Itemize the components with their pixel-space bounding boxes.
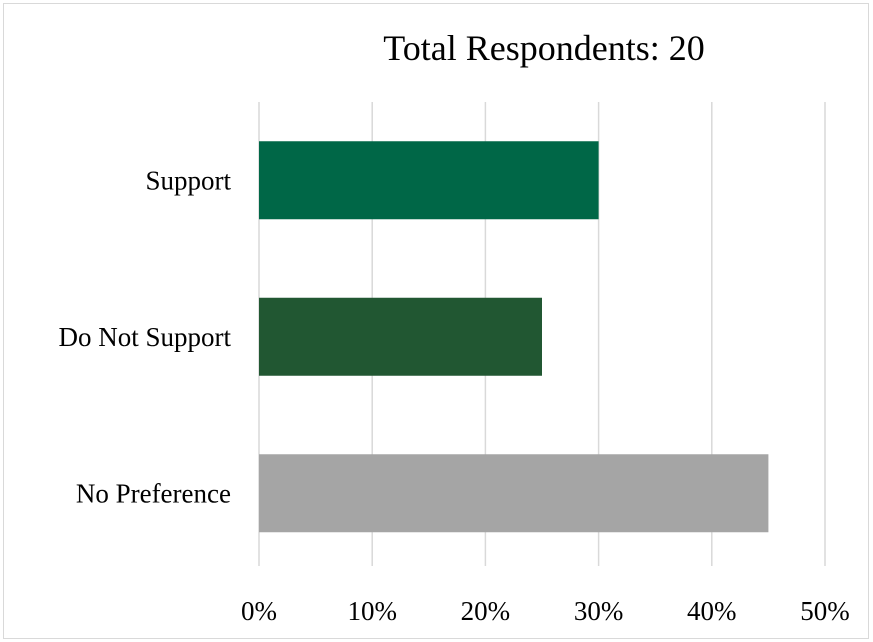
x-tick-label: 20%	[461, 596, 511, 626]
chart-title: Total Respondents: 20	[383, 28, 704, 68]
x-tick-label: 40%	[687, 596, 737, 626]
bar-support	[259, 141, 599, 220]
bars	[259, 141, 769, 533]
x-tick-label: 50%	[800, 596, 850, 626]
x-tick-label: 30%	[574, 596, 624, 626]
category-label: Do Not Support	[58, 322, 231, 352]
x-tick-label: 0%	[241, 596, 277, 626]
bar-no-preference	[259, 454, 769, 533]
category-label: No Preference	[76, 478, 231, 508]
category-label: Support	[145, 165, 231, 195]
x-axis-tick-labels: 0% 10% 20% 30% 40% 50%	[241, 596, 850, 626]
category-labels: Support Do Not Support No Preference	[58, 165, 231, 508]
x-tick-label: 10%	[347, 596, 397, 626]
bar-do-not-support	[259, 297, 542, 376]
